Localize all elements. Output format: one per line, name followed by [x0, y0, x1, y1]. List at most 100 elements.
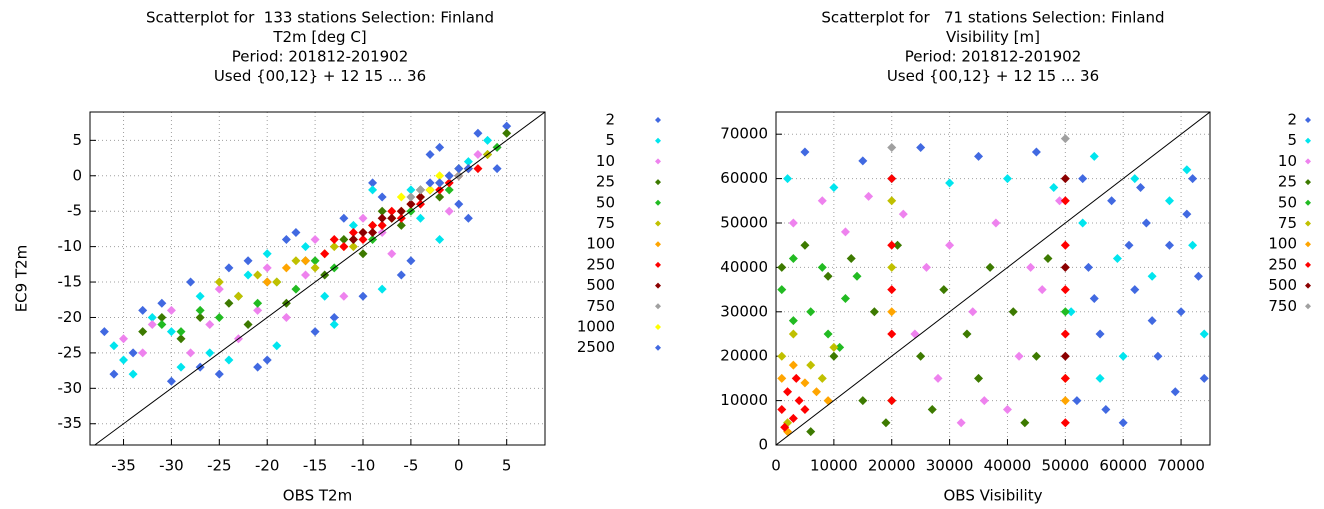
data-point [396, 192, 406, 202]
data-point [777, 351, 787, 361]
data-point [253, 362, 263, 372]
data-point [358, 227, 368, 237]
data-point [214, 284, 224, 294]
data-point [243, 270, 253, 280]
data-point [329, 235, 339, 245]
data-point [138, 305, 148, 315]
x-tick-label: -15 [303, 457, 328, 475]
data-point [396, 220, 406, 230]
data-point [910, 329, 920, 339]
y-tick-label: -5 [67, 202, 82, 220]
data-point [368, 178, 378, 188]
data-point [1060, 196, 1070, 206]
data-point [1078, 174, 1088, 184]
data-point [109, 341, 119, 351]
data-point [1083, 262, 1093, 272]
y-axis-label: EC9 T2m [13, 245, 31, 313]
y-tick-label: 5 [72, 131, 82, 149]
data-point [214, 312, 224, 322]
data-point [1147, 316, 1157, 326]
data-point [109, 369, 119, 379]
data-point [829, 342, 839, 352]
chart-title: Used {00,12} + 12 15 ... 36 [214, 67, 426, 85]
data-point [1066, 307, 1076, 317]
data-point [898, 209, 908, 219]
data-point [835, 342, 845, 352]
legend-label: 2 [1287, 111, 1297, 129]
legend-marker [655, 324, 661, 330]
legend-label: 5 [1287, 131, 1297, 149]
data-point [320, 291, 330, 301]
data-point [1095, 373, 1105, 383]
data-point [869, 307, 879, 317]
data-point [147, 320, 157, 330]
data-point [243, 320, 253, 330]
data-point [933, 373, 943, 383]
data-point [435, 171, 445, 181]
y-tick-label: -25 [58, 343, 83, 361]
y-tick-label: -35 [58, 414, 83, 432]
data-point [406, 192, 416, 202]
y-tick-label: 20000 [720, 347, 768, 365]
data-point [887, 143, 897, 153]
y-tick-label: -30 [58, 379, 83, 397]
data-point [291, 256, 301, 266]
data-point [119, 334, 129, 344]
data-point [777, 285, 787, 295]
data-point [1037, 285, 1047, 295]
legend-label: 500 [1268, 276, 1297, 294]
data-point [788, 413, 798, 423]
legend-marker [655, 303, 661, 310]
data-point [425, 178, 435, 188]
data-point [927, 404, 937, 414]
data-point [1072, 396, 1082, 406]
data-point [138, 348, 148, 358]
data-point [176, 334, 186, 344]
legend-label: 75 [596, 214, 615, 232]
y-tick-label: 40000 [720, 258, 768, 276]
data-point [788, 329, 798, 339]
legend-label: 750 [586, 297, 615, 315]
legend-marker [1305, 241, 1311, 248]
data-point [916, 351, 926, 361]
data-point [1060, 351, 1070, 361]
data-point [387, 206, 397, 216]
data-point [224, 298, 234, 308]
data-point [272, 341, 282, 351]
legend-label: 50 [1278, 193, 1297, 211]
data-point [852, 271, 862, 281]
data-point [829, 351, 839, 361]
data-point [783, 387, 793, 397]
data-point [1188, 174, 1198, 184]
data-point [887, 174, 897, 184]
data-point [1101, 404, 1111, 414]
y-tick-label: 10000 [720, 391, 768, 409]
data-point [881, 418, 891, 428]
data-point [1095, 329, 1105, 339]
data-point [1031, 351, 1041, 361]
data-point [444, 206, 454, 216]
data-point [823, 396, 833, 406]
data-point [176, 362, 186, 372]
data-point [406, 185, 416, 195]
legend-label: 250 [1268, 255, 1297, 273]
data-point [1089, 293, 1099, 303]
data-point [858, 396, 868, 406]
data-point [176, 327, 186, 337]
x-tick-label: 70000 [1157, 457, 1205, 475]
data-point [1199, 329, 1209, 339]
data-point [887, 307, 897, 317]
data-point [985, 262, 995, 272]
data-point [224, 263, 234, 273]
legend-marker [1305, 220, 1311, 227]
data-point [301, 270, 311, 280]
data-point [368, 185, 378, 195]
data-point [186, 348, 196, 358]
data-point [1049, 182, 1059, 192]
data-point [339, 213, 349, 223]
data-point [243, 256, 253, 266]
chart-title: Visibility [m] [946, 28, 1040, 46]
data-point [473, 164, 483, 174]
data-point [1002, 404, 1012, 414]
legend-marker [655, 179, 661, 186]
